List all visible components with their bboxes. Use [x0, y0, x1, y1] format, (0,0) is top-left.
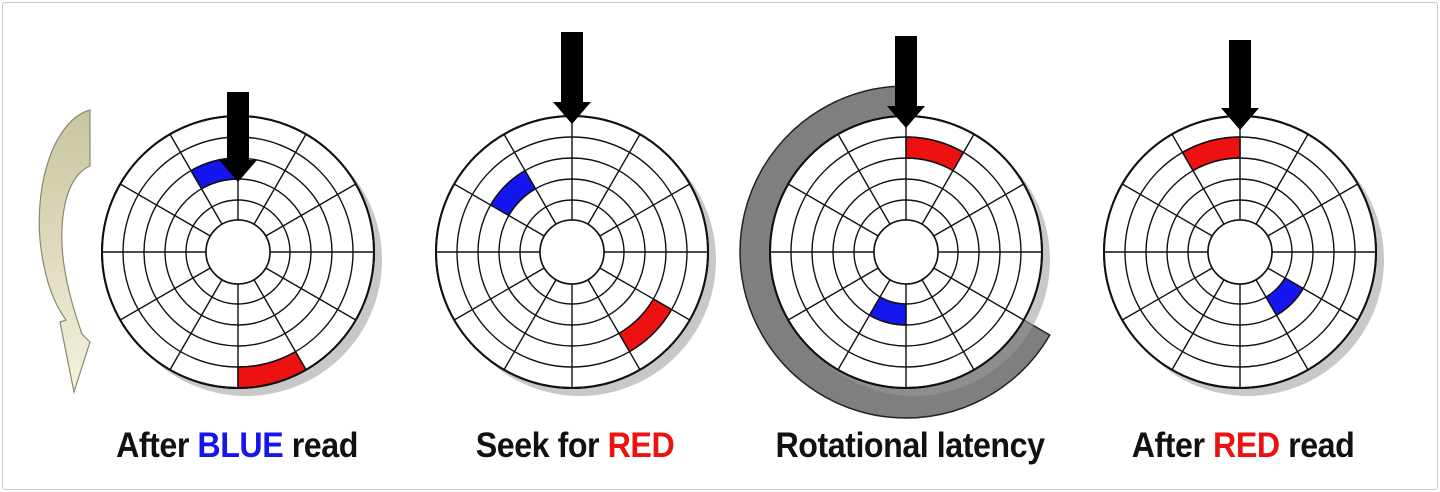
sector-spoke	[921, 133, 975, 225]
down-arrow-icon	[219, 92, 257, 182]
sector-spoke	[587, 133, 641, 225]
sector-spoke	[265, 267, 357, 321]
sector-spoke	[453, 267, 545, 321]
sector-spoke	[453, 183, 545, 237]
sector-spoke	[921, 279, 975, 371]
sector-spoke	[933, 267, 1025, 321]
sector-spoke	[1255, 279, 1309, 371]
spindle-hub	[873, 219, 939, 285]
sector-spoke	[933, 183, 1025, 237]
sector-spoke	[253, 279, 307, 371]
sector-spoke	[587, 279, 641, 371]
down-arrow-icon	[553, 32, 591, 124]
curved-rotation-arrow-icon	[38, 109, 91, 395]
caption-after-red-read: After RED read	[1131, 426, 1355, 465]
disk-panel-seek-for-red	[435, 32, 716, 396]
sector-spoke	[119, 267, 211, 321]
sector-spoke	[169, 279, 223, 371]
sector-spoke	[119, 183, 211, 237]
sector-spoke	[503, 279, 557, 371]
caption-seek-for-red: Seek for RED	[475, 426, 675, 465]
caption-after-blue-read: After BLUE read	[116, 426, 358, 465]
sector-spoke	[253, 133, 307, 225]
sector-spoke	[599, 183, 691, 237]
disk-panel-rotational-latency	[739, 36, 1051, 419]
spindle-hub	[1207, 219, 1273, 285]
sector-spoke	[1267, 183, 1359, 237]
spindle-hub	[205, 219, 271, 285]
sector-spoke	[503, 133, 557, 225]
sector-spoke	[1171, 279, 1225, 371]
caption-highlight-red: RED	[607, 426, 675, 465]
caption-rotational-latency: Rotational latency	[775, 426, 1045, 465]
sector-spoke	[169, 133, 223, 225]
sector-spoke	[837, 279, 891, 371]
caption-highlight-red: RED	[1213, 426, 1280, 465]
sector-spoke	[837, 133, 891, 225]
sector-spoke	[1267, 267, 1359, 321]
sector-spoke	[599, 267, 691, 321]
sector-spoke	[787, 267, 879, 321]
spindle-hub	[539, 219, 605, 285]
sector-spoke	[265, 183, 357, 237]
disk-panel-after-red-read	[1103, 40, 1384, 396]
disk-panel-after-blue-read	[101, 92, 382, 396]
caption-highlight-blue: BLUE	[197, 426, 284, 465]
sector-spoke	[787, 183, 879, 237]
down-arrow-icon	[1221, 40, 1259, 130]
down-arrow-icon	[887, 36, 925, 128]
sector-spoke	[1121, 183, 1213, 237]
sector-spoke	[1255, 133, 1309, 225]
sector-spoke	[1121, 267, 1213, 321]
sector-spoke	[1171, 133, 1225, 225]
